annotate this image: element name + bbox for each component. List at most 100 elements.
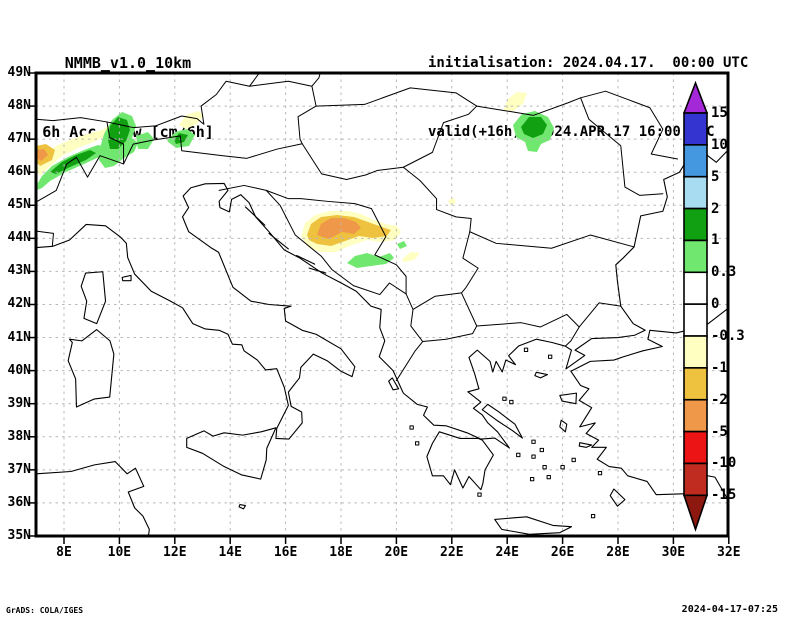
dinaric-green-crescent xyxy=(347,253,394,268)
coastline-elba xyxy=(122,275,131,280)
map-lines xyxy=(36,73,729,536)
lon-tick-label: 30E xyxy=(661,545,686,560)
colorbar-tick-label: 1 xyxy=(711,232,720,249)
island-dot xyxy=(548,355,551,358)
small-green-spot xyxy=(397,241,407,249)
lon-tick-label: 10E xyxy=(107,545,132,560)
tyrol-pale-yellow xyxy=(179,111,204,129)
border-swiss-east xyxy=(107,122,124,164)
colorbar-segment xyxy=(683,175,708,210)
island-dot xyxy=(478,493,481,496)
alps-orange-core xyxy=(36,149,48,161)
colorbar xyxy=(682,80,709,532)
island-dot xyxy=(532,455,535,458)
carpathian-dark-green-core xyxy=(521,117,547,138)
border-prut xyxy=(581,98,663,196)
alps-east-lobe-green xyxy=(136,132,154,149)
lon-tick-label: 32E xyxy=(717,545,741,560)
lat-tick-label: 35N xyxy=(7,527,31,543)
lat-tick-label: 49N xyxy=(7,65,31,80)
lon-tick-label: 8E xyxy=(56,545,72,560)
dinaric-orange-core xyxy=(317,218,361,239)
border-bosnia-croatia xyxy=(266,190,353,285)
border-macedonia-north xyxy=(413,293,477,326)
colorbar-tick-label: -15 xyxy=(711,487,737,504)
border-slovakia-hungary xyxy=(316,88,477,106)
island-dot xyxy=(410,426,413,429)
border-czech-slovak xyxy=(250,73,321,86)
border-serbia-romania xyxy=(403,167,471,231)
border-ukraine-romania xyxy=(477,91,678,159)
lat-tick-label: 36N xyxy=(7,494,31,510)
lat-tick-label: 41N xyxy=(7,329,31,345)
island-dot xyxy=(524,348,527,351)
island-dot xyxy=(598,471,601,474)
country-borders xyxy=(36,73,677,381)
banat-pale-yellow-dot xyxy=(448,198,456,205)
colorbar-segment xyxy=(683,398,708,433)
axis-ticks xyxy=(28,72,730,544)
border-austria-hungary xyxy=(298,86,316,144)
colorbar-tick-label: 0.3 xyxy=(711,264,737,281)
initialisation-line: initialisation: 2024.04.17. 00:00 UTC xyxy=(428,55,749,71)
colorbar-segment xyxy=(683,462,708,497)
island-dot xyxy=(532,440,535,443)
coastline-sicily xyxy=(187,428,276,479)
small-pale-yellow-spot xyxy=(402,252,420,262)
colorbar-tick-label: 2 xyxy=(711,200,720,217)
graticule xyxy=(36,73,728,536)
border-romania-bulgaria xyxy=(470,232,634,249)
colorbar-tick-label: 15 xyxy=(711,105,728,121)
alps-pale-yellow-band xyxy=(36,120,117,176)
colorbar-tick-label: -1 xyxy=(711,359,728,376)
border-bulgaria-turkey xyxy=(579,303,621,327)
colorbar-tick-label: 0 xyxy=(711,296,720,313)
lat-tick-label: 45N xyxy=(7,197,31,213)
model-title: NMMB_v1.0_10km xyxy=(64,54,192,72)
island-dot xyxy=(543,466,546,469)
colorbar-segment xyxy=(683,335,708,369)
colorbar-tick-label: 5 xyxy=(711,168,720,185)
lat-tick-label: 38N xyxy=(7,428,31,444)
lon-tick-label: 14E xyxy=(218,545,242,560)
lon-tick-label: 26E xyxy=(550,545,575,560)
coastline-aegean-islands xyxy=(389,372,625,506)
colorbar-tick-label: -2 xyxy=(711,391,728,408)
valid-line: valid(+16h): 2024.APR.17 16:00 UTC xyxy=(428,124,715,140)
lon-tick-label: 18E xyxy=(329,545,353,560)
lat-tick-label: 43N xyxy=(7,263,31,279)
island-dot xyxy=(591,514,594,517)
coastline-north-africa xyxy=(36,462,149,536)
colorbar-arrow-top xyxy=(682,80,709,114)
colorbar-segment xyxy=(683,303,708,337)
island-dot xyxy=(416,442,419,445)
lat-tick-label: 47N xyxy=(7,131,31,147)
island-dot xyxy=(510,400,513,403)
lat-tick-label: 46N xyxy=(7,164,31,180)
lat-tick-label: 44N xyxy=(7,230,31,246)
coastlines xyxy=(36,151,729,536)
coastline-crete xyxy=(495,517,572,535)
border-alps-south xyxy=(36,136,302,202)
lon-tick-label: 28E xyxy=(606,545,630,560)
grads-credit: GrADS: COLA/IGES xyxy=(6,606,84,615)
border-macedonia-south xyxy=(423,326,477,342)
colorbar-arrow-bottom xyxy=(682,494,709,532)
lon-tick-label: 12E xyxy=(163,545,187,560)
lat-tick-label: 40N xyxy=(7,362,31,378)
island-dot xyxy=(572,458,575,461)
lon-tick-label: 24E xyxy=(495,545,519,560)
alps-dark-green-band-core xyxy=(50,150,96,174)
border-bulgaria-greece-turkey xyxy=(477,314,579,346)
lon-tick-label: 22E xyxy=(440,545,464,560)
border-france-italy xyxy=(36,231,53,246)
colorbar-segment xyxy=(683,112,708,146)
colorbar-tick-label: -5 xyxy=(711,423,728,440)
lon-tick-label: 16E xyxy=(273,545,298,560)
coastline-mainland xyxy=(36,151,727,448)
coastline-evia xyxy=(482,404,522,438)
lat-tick-label: 42N xyxy=(7,296,31,312)
colorbar-segment xyxy=(683,144,708,178)
colorbar-segment xyxy=(683,207,708,242)
island-dot xyxy=(530,477,533,480)
